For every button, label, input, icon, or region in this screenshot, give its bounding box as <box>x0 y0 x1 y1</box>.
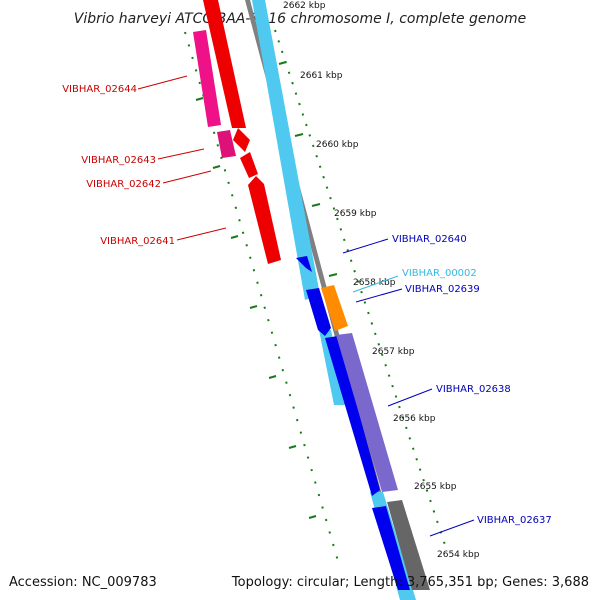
gene-label[interactable]: VIBHAR_02641 <box>100 236 175 247</box>
tick-label: 2658 kbp <box>353 278 396 288</box>
gene-label[interactable]: VIBHAR_02644 <box>62 84 137 95</box>
gene-forward-lower-feature[interactable] <box>372 506 410 590</box>
gene-VIBHAR_02644-red-feature[interactable] <box>203 0 246 128</box>
tick-label: 2657 kbp <box>372 347 415 357</box>
tick-label: 2659 kbp <box>334 209 377 219</box>
tick-label: 2655 kbp <box>414 482 457 492</box>
gene-VIBHAR_02642-feature[interactable] <box>240 152 258 178</box>
summary-text: Topology: circular; Length: 3,765,351 bp… <box>231 575 589 590</box>
gene-purple-feature[interactable] <box>336 333 398 492</box>
tick-label: 2660 kbp <box>316 140 359 150</box>
gene-VIBHAR_02644-feature[interactable] <box>193 30 221 127</box>
gene-label[interactable]: VIBHAR_02643 <box>81 155 156 166</box>
gene-VIBHAR_02640-feature[interactable] <box>296 256 312 272</box>
map-title: Vibrio harveyi ATCC BAA-1116 chromosome … <box>74 11 526 27</box>
gene-label[interactable]: VIBHAR_02639 <box>405 284 480 295</box>
gene-VIBHAR_02643-feature[interactable] <box>217 130 236 158</box>
gene-VIBHAR_02638-feature[interactable] <box>325 336 380 496</box>
label-leaders <box>137 75 475 537</box>
gene-label[interactable]: VIBHAR_02640 <box>392 234 467 245</box>
gene-VIBHAR_02637-feature[interactable] <box>387 500 430 590</box>
tick-label: 2656 kbp <box>393 414 436 424</box>
gene-VIBHAR_02643-red-feature[interactable] <box>233 128 250 152</box>
gene-VIBHAR_00002-feature[interactable] <box>321 285 348 331</box>
tick-label: 2662 kbp <box>283 1 326 11</box>
accession-text: Accession: NC_009783 <box>9 575 157 590</box>
cds-track-upper <box>252 0 320 300</box>
gene-VIBHAR_02639-feature[interactable] <box>306 288 331 336</box>
tick-label: 2654 kbp <box>437 550 480 560</box>
gene-VIBHAR_02641-feature[interactable] <box>248 176 281 264</box>
gene-label[interactable]: VIBHAR_00002 <box>402 268 477 279</box>
gene-label[interactable]: VIBHAR_02642 <box>86 179 161 190</box>
gene-label[interactable]: VIBHAR_02637 <box>477 515 552 526</box>
tick-label: 2661 kbp <box>300 71 343 81</box>
gene-label[interactable]: VIBHAR_02638 <box>436 384 511 395</box>
